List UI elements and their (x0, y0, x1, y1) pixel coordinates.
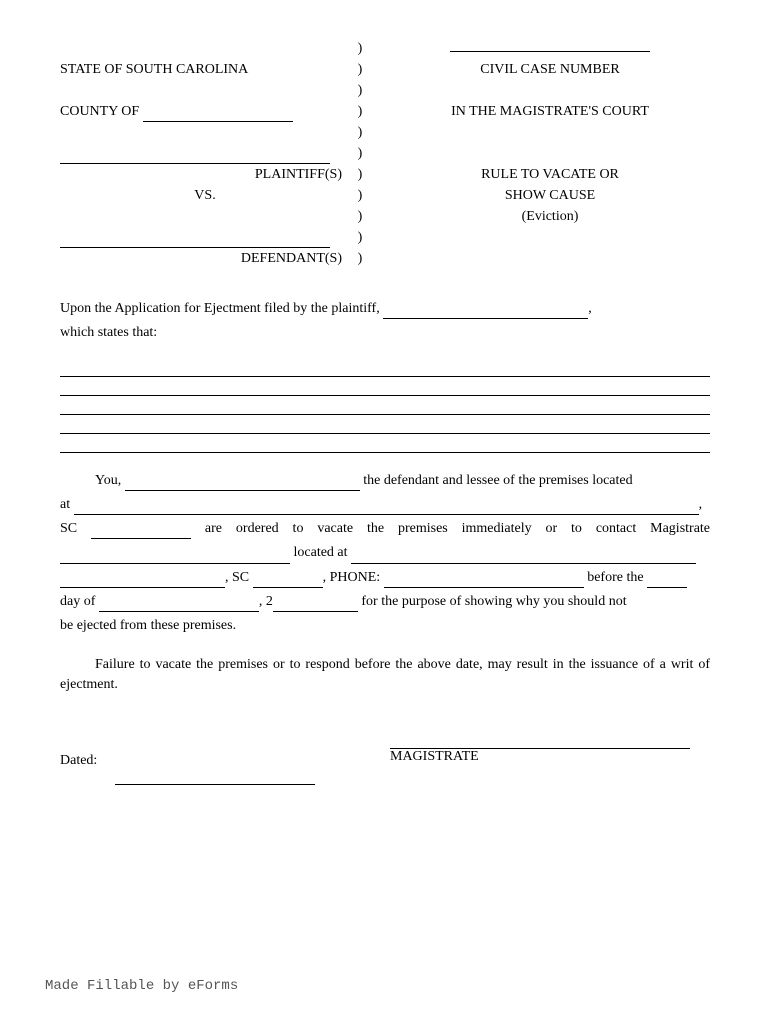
ordered-vacate-text: are ordered to vacate the premises immed… (191, 521, 710, 536)
statement-line-4[interactable] (60, 417, 710, 434)
plaintiff-name-field[interactable] (60, 150, 330, 164)
sc-label-2: , SC (225, 570, 253, 585)
county-field[interactable] (143, 108, 293, 122)
dated-label: Dated: (60, 753, 97, 768)
plaintiffs-label: PLAINTIFF(S) (60, 164, 350, 185)
city-field[interactable] (60, 574, 225, 588)
defendants-label: DEFENDANT(S) (60, 248, 350, 269)
statement-line-5[interactable] (60, 436, 710, 453)
statement-line-3[interactable] (60, 398, 710, 415)
defendant-you-field[interactable] (125, 477, 360, 491)
case-number-label: CIVIL CASE NUMBER (390, 59, 710, 80)
magistrate-block: MAGISTRATE (390, 735, 710, 785)
day-of-label: day of (60, 594, 99, 609)
paragraph-3: Failure to vacate the premises or to res… (60, 655, 710, 696)
premises-address-field[interactable] (74, 501, 699, 515)
para1-comma: , (588, 301, 592, 316)
footer-credit: Made Fillable by eForms (45, 978, 238, 994)
caption-right-column: CIVIL CASE NUMBER IN THE MAGISTRATE'S CO… (370, 38, 710, 269)
paragraph-2-line2: at , (60, 495, 710, 515)
which-states-line: which states that: (60, 323, 710, 343)
day-number-field[interactable] (647, 574, 687, 588)
county-label: COUNTY OF (60, 104, 139, 119)
before-the-label: before the (584, 570, 647, 585)
signature-section: Dated: MAGISTRATE (60, 735, 710, 785)
paragraph-2-line7: be ejected from these premises. (60, 616, 710, 636)
caption-left-column: STATE OF SOUTH CAROLINA COUNTY OF PLAINT… (60, 38, 350, 269)
case-number-field[interactable] (450, 38, 650, 52)
magistrate-label: MAGISTRATE (390, 749, 479, 764)
vs-label: VS. (60, 185, 350, 206)
rule-title-line3: (Eviction) (390, 206, 710, 227)
state-line: STATE OF SOUTH CAROLINA (60, 59, 350, 80)
addr-comma: , (699, 497, 703, 512)
you-prefix: You, (95, 473, 125, 488)
caption-paren-column: ) ) ) ) ) ) ) ) ) ) ) (350, 38, 370, 269)
located-at-label: located at (290, 545, 351, 560)
dated-block: Dated: (60, 735, 390, 785)
rule-title-line1: RULE TO VACATE OR (390, 164, 710, 185)
year-prefix: , 2 (259, 594, 273, 609)
magistrate-signature-line[interactable] (390, 735, 690, 749)
defendant-name-field[interactable] (60, 234, 330, 248)
magistrate-address-field[interactable] (351, 550, 696, 564)
purpose-text: for the purpose of showing why you shoul… (358, 594, 627, 609)
paragraph-2-line3: SC are ordered to vacate the premises im… (60, 519, 710, 539)
phone-field[interactable] (384, 574, 584, 588)
at-label: at (60, 497, 74, 512)
paragraph-2-line5: , SC , PHONE: before the (60, 568, 710, 588)
paragraph-2: You, the defendant and lessee of the pre… (60, 471, 710, 491)
sc-zip-field-1[interactable] (91, 525, 191, 539)
defendant-lessee-text: the defendant and lessee of the premises… (360, 473, 633, 488)
para1-prefix: Upon the Application for Ejectment filed… (60, 301, 383, 316)
caption-header: STATE OF SOUTH CAROLINA COUNTY OF PLAINT… (60, 38, 710, 269)
month-field[interactable] (99, 598, 259, 612)
magistrate-name-field[interactable] (60, 550, 290, 564)
sc-zip-field-2[interactable] (253, 574, 323, 588)
paragraph-1: Upon the Application for Ejectment filed… (60, 299, 710, 319)
paragraph-2-line6: day of , 2 for the purpose of showing wh… (60, 592, 710, 612)
statement-line-2[interactable] (60, 379, 710, 396)
plaintiff-applicant-field[interactable] (383, 305, 588, 319)
year-field[interactable] (273, 598, 358, 612)
court-label: IN THE MAGISTRATE'S COURT (390, 101, 710, 122)
paragraph-2-line4: located at (60, 543, 710, 563)
statement-line-1[interactable] (60, 360, 710, 377)
rule-title-line2: SHOW CAUSE (390, 185, 710, 206)
phone-label: , PHONE: (323, 570, 384, 585)
dated-field[interactable] (115, 771, 315, 785)
sc-label-1: SC (60, 521, 91, 536)
